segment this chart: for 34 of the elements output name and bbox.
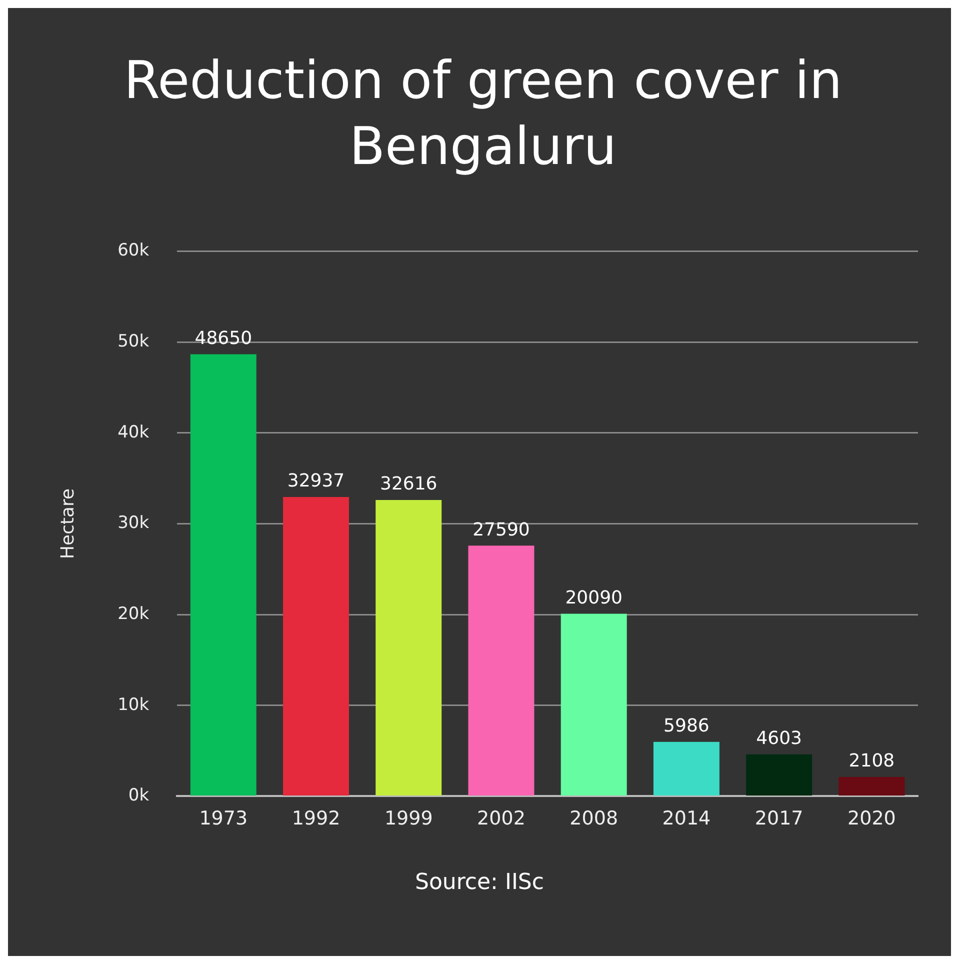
bar (468, 546, 534, 796)
y-tick-label: 0k (128, 786, 150, 806)
x-tick-label: 2020 (848, 808, 896, 830)
y-axis-title: Hectare (57, 488, 78, 560)
x-tick-label: 1999 (384, 808, 433, 830)
data-label: 20090 (565, 587, 622, 608)
bar (838, 777, 905, 796)
data-label: 32616 (380, 474, 438, 495)
bar (190, 354, 256, 796)
x-tick-label: 1992 (292, 808, 340, 830)
data-label: 48650 (194, 328, 252, 349)
data-label: 5986 (664, 716, 710, 736)
bar (746, 754, 812, 796)
x-tick-label: 2017 (754, 808, 804, 830)
y-tick-label: 20k (118, 604, 150, 624)
x-tick-label: 2014 (662, 808, 711, 830)
x-tick-label: 2008 (570, 808, 618, 830)
y-tick-label: 40k (118, 422, 150, 442)
data-label: 32937 (287, 470, 345, 492)
y-tick-label: 60k (118, 240, 150, 261)
y-tick-label: 50k (118, 331, 150, 352)
data-label: 27590 (472, 519, 530, 540)
y-tick-label: 10k (118, 694, 150, 715)
x-tick-label: 2002 (477, 808, 526, 830)
bar (283, 497, 349, 796)
chart-title: Reduction of green cover in Bengaluru (122, 50, 844, 179)
data-label: 4603 (756, 728, 802, 750)
data-label: 2108 (848, 750, 895, 772)
bar (653, 742, 720, 796)
source-note: Source: IISc (414, 870, 545, 895)
x-tick-label: 1973 (199, 808, 248, 830)
bar (376, 500, 442, 796)
y-tick-label: 30k (118, 513, 150, 534)
bar (560, 614, 627, 796)
